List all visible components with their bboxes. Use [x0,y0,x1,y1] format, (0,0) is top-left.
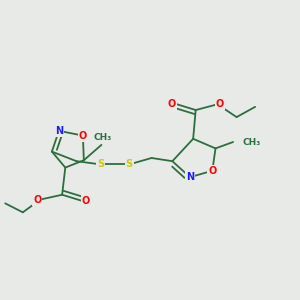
Text: O: O [208,166,216,176]
Text: S: S [126,159,133,170]
Text: O: O [33,194,41,205]
Text: S: S [97,159,104,170]
Text: O: O [82,196,90,206]
Text: O: O [216,99,224,109]
Text: O: O [79,130,87,141]
Text: N: N [55,126,63,136]
Text: O: O [168,99,176,109]
Text: N: N [186,172,194,182]
Text: CH₃: CH₃ [242,137,260,146]
Text: CH₃: CH₃ [94,134,112,142]
